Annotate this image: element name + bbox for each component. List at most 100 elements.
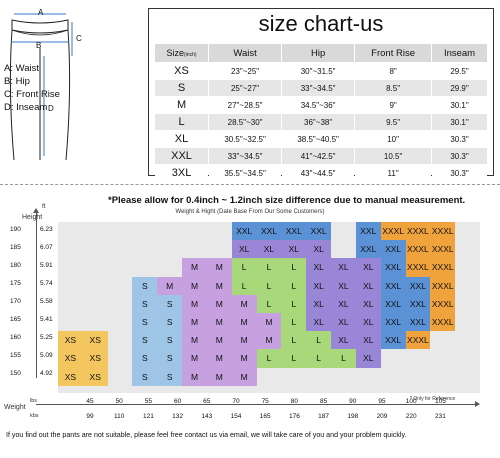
size-cell-m: M xyxy=(206,367,232,386)
weight-kbs-label: 110 xyxy=(114,413,125,420)
height-cm-label: 180 xyxy=(10,262,21,269)
size-cell-xxxl: XXXL xyxy=(405,331,431,350)
weight-lbs-label: 95 xyxy=(378,398,386,405)
size-cell-m: M xyxy=(182,367,207,386)
ft-axis-title: ft xyxy=(42,203,46,210)
header-size-unit: (inch) xyxy=(184,52,197,58)
letter-a: A xyxy=(38,8,44,17)
size-cell-m: M xyxy=(206,258,232,277)
size-cell-inseam: 29.9" xyxy=(432,80,487,96)
height-ft-label: 4.92 xyxy=(40,370,53,377)
header-front-rise: Front Rise xyxy=(355,44,432,62)
header-hip: Hip xyxy=(282,44,355,62)
legend-front-rise: C: Front Rise xyxy=(4,89,60,100)
height-ft-label: 6.23 xyxy=(40,226,53,233)
size-grid: XXL XXL XXL XXL XL XL XL XL XXL XXXL XXXL XXXL XXL XX… xyxy=(58,222,480,393)
size-cell-hip: 38.5"~40.5" xyxy=(282,131,355,147)
size-cell-m: M xyxy=(182,349,207,368)
size-cell-m: M xyxy=(157,276,183,295)
weight-kbs-label: 99 xyxy=(86,413,94,420)
size-cell-xl: XL xyxy=(306,276,332,295)
size-cell-s: S xyxy=(132,294,158,313)
size-cell-xl: XL xyxy=(331,294,356,313)
size-cell-inseam: 30.1" xyxy=(432,97,487,113)
size-cell-waist: 28.5"~30" xyxy=(209,114,282,130)
lbs-unit: lbs xyxy=(30,398,38,404)
weight-lbs-label: 45 xyxy=(86,398,94,405)
weight-kbs-label: 121 xyxy=(142,413,154,420)
size-cell-size: M xyxy=(155,97,209,113)
size-cell-s: S xyxy=(132,349,158,368)
size-row: M 27"~28.5" 34.5"~36" 9" 30.1" xyxy=(155,97,487,113)
weight-lbs-label: 60 xyxy=(173,398,182,405)
size-cell-xl: XL xyxy=(256,240,282,259)
reference-note: * Only for Reference xyxy=(410,396,456,402)
size-cell-xxxl: XXXL xyxy=(405,240,431,259)
size-cell-inseam: 30.3" xyxy=(432,148,487,164)
size-cell-waist: 25"~27" xyxy=(209,80,282,96)
size-cell-xxxl: XXXL xyxy=(430,258,456,277)
size-cell-xxl: XXL xyxy=(355,240,381,259)
size-cell-inseam: 29.5" xyxy=(432,63,487,79)
height-ft-label: 5.41 xyxy=(40,316,53,323)
size-cell-m: M xyxy=(231,367,257,386)
size-cell-hip: 30"~31.5" xyxy=(282,63,355,79)
size-cell-xl: XL xyxy=(355,276,381,295)
weight-lbs-label: 100 xyxy=(405,398,417,405)
weight-kbs-label: 165 xyxy=(259,413,271,420)
size-cell-xxxl: XXXL xyxy=(430,240,456,259)
size-row: XXL 33"~34.5" 41"~42.5" 10.5" 30.3" xyxy=(155,148,487,164)
size-cell-m: M xyxy=(206,312,232,332)
size-cell-xs: XS xyxy=(82,331,108,350)
size-chart: size chart-us Size(inch) Waist Hip Front… xyxy=(148,8,494,181)
size-cell-xxl: XXL xyxy=(256,222,282,241)
height-axis-title: Height xyxy=(22,214,43,221)
size-cell-xs: XS xyxy=(58,331,83,350)
size-cell-l: L xyxy=(281,276,307,295)
size-cell-s: S xyxy=(157,312,183,332)
size-cell-size: XS xyxy=(155,63,209,79)
measurement-legend: A: Waist B: Hip C: Front Rise D: Inseam xyxy=(4,62,60,114)
size-cell-s: S xyxy=(157,294,183,313)
height-ft-label: 5.58 xyxy=(40,298,53,305)
weight-lbs-label: 50 xyxy=(115,398,123,405)
size-cell-xxl: XXL xyxy=(306,222,332,241)
weight-kbs-label: 231 xyxy=(434,413,446,420)
size-row: 3XL 35.5"~34.5" 43"~44.5" 11" 30.3" xyxy=(155,165,487,181)
size-row: L 28.5"~30" 36"~38" 9.5" 30.1" xyxy=(155,114,487,130)
size-cell-xxl: XXL xyxy=(405,276,431,295)
weight-axis-title: Weight xyxy=(4,404,26,411)
size-note: *Please allow for 0.4inch ~ 1.2inch size… xyxy=(108,195,466,206)
size-cell-m: M xyxy=(206,294,232,313)
size-cell-xxl: XXL xyxy=(380,276,406,295)
size-cell-xs: XS xyxy=(82,349,108,368)
weight-lbs-label: 75 xyxy=(261,398,269,405)
size-cell-s: S xyxy=(157,367,183,386)
size-cell-s: S xyxy=(157,349,183,368)
weight-axis-arrow xyxy=(36,401,480,407)
size-cell-m: M xyxy=(231,312,257,332)
section-divider xyxy=(0,184,500,185)
size-cell-xl: XL xyxy=(355,258,381,277)
size-cell-size: XXL xyxy=(155,148,209,164)
letter-c: C xyxy=(76,34,82,43)
weight-lbs-label: 80 xyxy=(290,398,299,405)
size-cell-rise: 8.5" xyxy=(355,80,432,96)
weight-lbs-label: 90 xyxy=(349,398,357,405)
size-cell-hip: 43"~44.5" xyxy=(282,165,355,181)
weight-lbs-label: 55 xyxy=(144,398,153,405)
weight-lbs-label: 65 xyxy=(203,398,211,405)
size-cell-xl: XL xyxy=(355,331,381,350)
size-cell-xxl: XXL xyxy=(380,240,406,259)
size-cell-m: M xyxy=(182,276,207,295)
size-cell-xl: XL xyxy=(355,349,381,368)
height-cm-label: 190 xyxy=(10,226,21,233)
height-cm-label: 155 xyxy=(10,352,21,359)
size-cell-xxl: XXL xyxy=(281,222,307,241)
size-cell-xxl: XXL xyxy=(380,294,406,313)
weight-kbs-label: 132 xyxy=(172,413,184,420)
legend-waist: A: Waist xyxy=(4,63,40,74)
size-cell-xxxl: XXXL xyxy=(380,222,406,241)
size-cell-xxl: XXL xyxy=(405,294,431,313)
letter-d: D xyxy=(48,104,54,113)
